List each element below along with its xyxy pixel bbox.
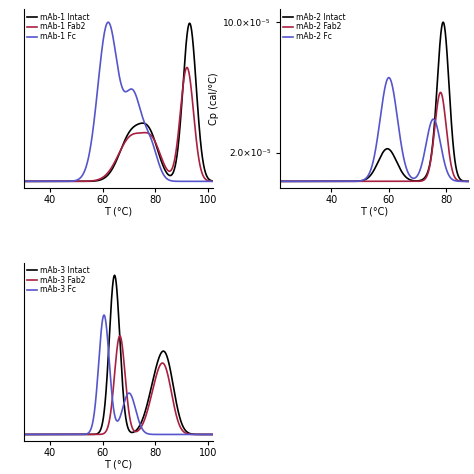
mAb-1 Fc	[186, 179, 192, 184]
X-axis label: T (°C): T (°C)	[104, 459, 133, 469]
mAb-1 Intact	[207, 177, 212, 182]
mAb-2 Fc	[349, 179, 355, 184]
mAb-2 Intact	[466, 179, 472, 184]
mAb-3 Intact	[93, 431, 99, 437]
mAb-2 Fc	[299, 179, 304, 184]
mAb-2 Intact	[442, 28, 448, 34]
mAb-1 Intact	[21, 179, 27, 184]
mAb-1 Fc	[207, 179, 212, 184]
mAb-3 Fc	[54, 432, 59, 438]
mAb-2 Fab2	[438, 90, 443, 95]
mAb-3 Fc	[102, 313, 108, 319]
mAb-1 Intact	[43, 179, 48, 184]
Line: mAb-2 Fc: mAb-2 Fc	[280, 78, 469, 182]
mAb-3 Fc	[93, 390, 99, 395]
mAb-2 Intact	[349, 179, 355, 184]
mAb-1 Fab2	[207, 178, 212, 184]
mAb-2 Intact	[440, 19, 446, 25]
X-axis label: T (°C): T (°C)	[104, 206, 133, 216]
mAb-2 Fab2	[349, 179, 355, 184]
mAb-3 Fc	[210, 432, 216, 438]
mAb-2 Fc	[358, 178, 364, 184]
mAb-2 Fab2	[442, 114, 448, 120]
mAb-2 Intact	[310, 179, 315, 184]
mAb-1 Fc	[210, 179, 216, 184]
mAb-3 Fc	[21, 432, 27, 438]
mAb-1 Intact	[210, 178, 216, 184]
mAb-2 Fab2	[310, 179, 315, 184]
Line: mAb-3 Fab2: mAb-3 Fab2	[24, 336, 213, 435]
Line: mAb-3 Intact: mAb-3 Intact	[24, 275, 213, 435]
mAb-2 Fab2	[463, 179, 468, 184]
mAb-1 Fc	[43, 179, 48, 184]
mAb-2 Intact	[277, 179, 283, 184]
mAb-3 Fab2	[207, 432, 212, 438]
mAb-3 Fc	[101, 312, 107, 318]
mAb-3 Fab2	[93, 432, 99, 438]
mAb-1 Intact	[54, 179, 59, 184]
mAb-2 Fc	[386, 75, 392, 81]
mAb-3 Fab2	[186, 431, 192, 437]
mAb-1 Fab2	[54, 179, 59, 184]
mAb-2 Fc	[463, 179, 468, 184]
Legend: mAb-2 Intact, mAb-2 Fab2, mAb-2 Fc: mAb-2 Intact, mAb-2 Fab2, mAb-2 Fc	[282, 12, 346, 42]
mAb-3 Intact	[102, 405, 108, 410]
mAb-1 Fab2	[93, 177, 99, 183]
mAb-3 Fc	[186, 432, 192, 438]
mAb-3 Fab2	[117, 333, 123, 338]
Y-axis label: Cp (cal/°C): Cp (cal/°C)	[209, 73, 219, 125]
mAb-1 Fc	[21, 179, 27, 184]
mAb-1 Fab2	[186, 71, 192, 77]
mAb-1 Fc	[102, 29, 108, 35]
mAb-3 Intact	[207, 432, 212, 438]
mAb-2 Intact	[463, 178, 468, 184]
mAb-1 Fab2	[210, 179, 216, 184]
mAb-1 Fab2	[102, 173, 108, 179]
Line: mAb-2 Intact: mAb-2 Intact	[280, 22, 469, 182]
mAb-3 Fab2	[102, 430, 108, 436]
Line: mAb-2 Fab2: mAb-2 Fab2	[280, 92, 469, 182]
mAb-2 Fab2	[299, 179, 304, 184]
Legend: mAb-1 Intact, mAb-1 Fab2, mAb-1 Fc: mAb-1 Intact, mAb-1 Fab2, mAb-1 Fc	[26, 12, 90, 42]
mAb-3 Intact	[112, 273, 118, 278]
Line: mAb-1 Fab2: mAb-1 Fab2	[24, 67, 213, 182]
mAb-2 Fc	[466, 179, 472, 184]
Line: mAb-1 Fc: mAb-1 Fc	[24, 22, 213, 182]
mAb-1 Intact	[102, 175, 108, 181]
mAb-3 Intact	[186, 430, 192, 436]
mAb-1 Fab2	[43, 179, 48, 184]
mAb-1 Fc	[93, 97, 99, 103]
mAb-1 Intact	[186, 21, 192, 27]
mAb-1 Intact	[93, 178, 99, 183]
mAb-3 Intact	[210, 432, 216, 438]
mAb-3 Fab2	[210, 432, 216, 438]
Line: mAb-1 Intact: mAb-1 Intact	[24, 23, 213, 182]
mAb-1 Fab2	[184, 64, 190, 70]
mAb-3 Intact	[21, 432, 27, 438]
mAb-3 Intact	[54, 432, 59, 438]
mAb-3 Fab2	[54, 432, 59, 438]
mAb-2 Fc	[310, 179, 315, 184]
mAb-1 Fab2	[21, 179, 27, 184]
mAb-1 Intact	[187, 20, 192, 26]
mAb-3 Fab2	[43, 432, 48, 438]
X-axis label: T (°C): T (°C)	[360, 206, 389, 216]
mAb-3 Fab2	[21, 432, 27, 438]
mAb-2 Fab2	[358, 179, 364, 184]
mAb-1 Fc	[54, 179, 59, 184]
mAb-2 Intact	[299, 179, 304, 184]
mAb-1 Fc	[105, 19, 111, 25]
Legend: mAb-3 Intact, mAb-3 Fab2, mAb-3 Fc: mAb-3 Intact, mAb-3 Fab2, mAb-3 Fc	[26, 265, 90, 295]
mAb-2 Fab2	[466, 179, 472, 184]
mAb-2 Fab2	[277, 179, 283, 184]
mAb-3 Fc	[43, 432, 48, 438]
mAb-2 Fc	[442, 163, 448, 168]
mAb-2 Fc	[277, 179, 283, 184]
mAb-3 Intact	[43, 432, 48, 438]
mAb-2 Intact	[358, 178, 364, 184]
Line: mAb-3 Fc: mAb-3 Fc	[24, 315, 213, 435]
mAb-3 Fc	[207, 432, 212, 438]
